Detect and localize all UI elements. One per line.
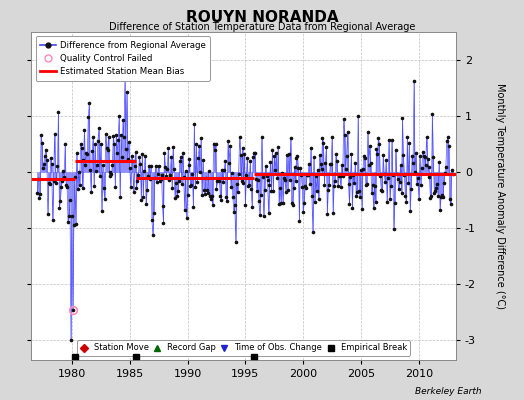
Text: ROUYN NORANDA: ROUYN NORANDA <box>185 10 339 25</box>
Legend: Station Move, Record Gap, Time of Obs. Change, Empirical Break: Station Move, Record Gap, Time of Obs. C… <box>77 340 410 356</box>
Y-axis label: Monthly Temperature Anomaly Difference (°C): Monthly Temperature Anomaly Difference (… <box>496 83 506 309</box>
Text: Difference of Station Temperature Data from Regional Average: Difference of Station Temperature Data f… <box>109 22 415 32</box>
Text: Berkeley Earth: Berkeley Earth <box>416 387 482 396</box>
